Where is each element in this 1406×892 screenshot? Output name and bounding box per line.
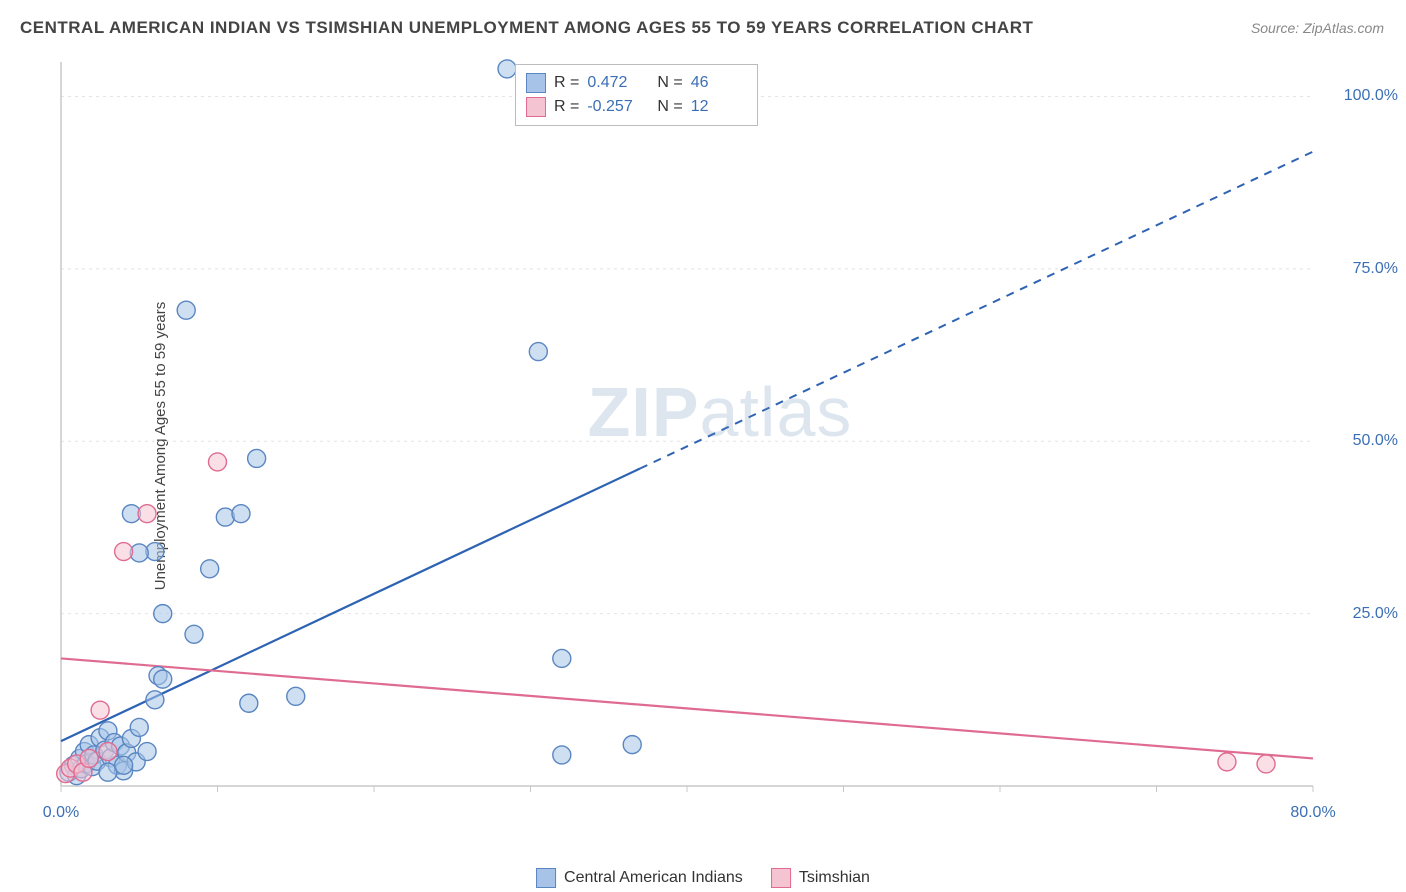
y-tick-label: 75.0% xyxy=(1353,260,1398,278)
y-tick-label: 50.0% xyxy=(1353,432,1398,450)
y-tick-label: 100.0% xyxy=(1344,87,1398,105)
y-tick-label: 25.0% xyxy=(1353,605,1398,623)
legend-item: Central American Indians xyxy=(536,868,743,888)
legend-item: Tsimshian xyxy=(771,868,870,888)
legend-swatch xyxy=(526,73,546,93)
series-legend: Central American Indians Tsimshian xyxy=(536,868,870,888)
legend-row: R = 0.472N = 46 xyxy=(526,71,747,95)
scatter-chart xyxy=(55,58,1385,828)
legend-swatch xyxy=(526,97,546,117)
chart-title: CENTRAL AMERICAN INDIAN VS TSIMSHIAN UNE… xyxy=(20,18,1033,38)
legend-label: Tsimshian xyxy=(799,869,870,887)
legend-row: R = -0.257N = 12 xyxy=(526,95,747,119)
legend-swatch xyxy=(536,868,556,888)
x-tick-label: 80.0% xyxy=(1290,804,1335,822)
source-label: Source: ZipAtlas.com xyxy=(1251,20,1384,36)
correlation-legend: R = 0.472N = 46R = -0.257N = 12 xyxy=(515,64,758,126)
legend-swatch xyxy=(771,868,791,888)
x-tick-label: 0.0% xyxy=(43,804,79,822)
legend-label: Central American Indians xyxy=(564,869,743,887)
plot-area: ZIPatlas R = 0.472N = 46R = -0.257N = 12 xyxy=(55,58,1385,828)
